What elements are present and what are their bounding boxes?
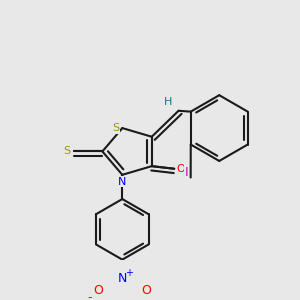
Text: N: N [118,177,127,187]
Text: O: O [93,284,103,297]
Text: N: N [118,272,127,285]
Text: O: O [142,284,152,297]
Text: -: - [87,291,92,300]
Text: H: H [164,97,172,107]
Text: O: O [177,164,185,174]
Text: +: + [125,268,133,278]
Text: S: S [112,123,119,133]
Text: I: I [184,166,188,179]
Text: S: S [63,146,70,156]
